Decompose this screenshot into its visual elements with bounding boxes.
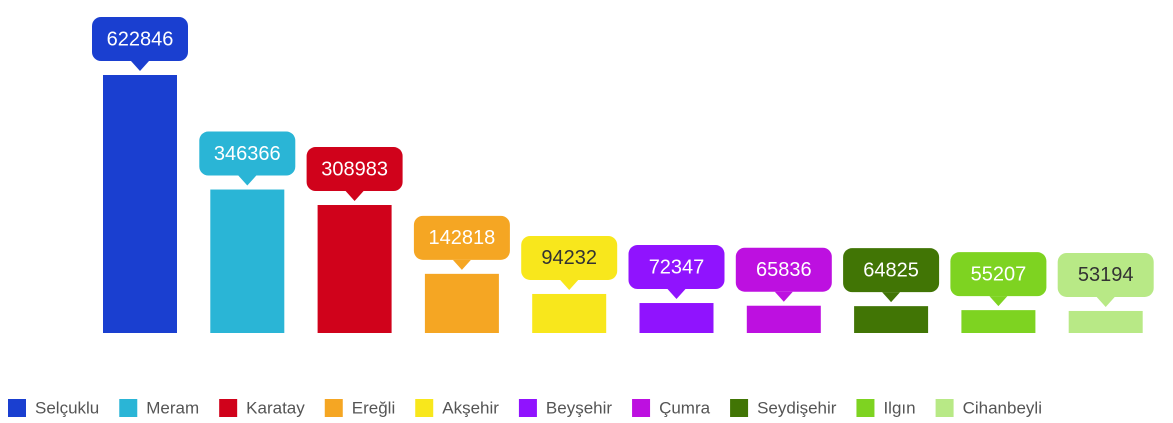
data-label: 53194 (1078, 264, 1134, 286)
label-pointer (774, 291, 793, 302)
legend-swatch (324, 399, 343, 417)
legend-swatch (935, 399, 954, 417)
legend-swatch (119, 399, 138, 417)
bar (746, 305, 821, 333)
legend-label: Meram (146, 398, 199, 417)
label-pointer (882, 292, 901, 303)
data-label: 65836 (756, 259, 812, 281)
legend-swatch (415, 399, 434, 417)
data-label: 346366 (214, 143, 281, 165)
legend-swatch (730, 399, 749, 417)
label-box (628, 245, 725, 290)
label-box (199, 131, 296, 176)
bar (210, 189, 285, 333)
legend-swatch (8, 399, 26, 417)
legend-swatch (856, 399, 875, 417)
data-label: 64825 (863, 259, 919, 281)
bar (532, 293, 607, 333)
label-box (1057, 252, 1154, 297)
label-box (306, 147, 403, 192)
legend-swatch (518, 399, 537, 417)
data-label: 72347 (649, 256, 705, 278)
label-box (413, 215, 510, 260)
label-pointer (667, 289, 686, 300)
bar (961, 310, 1036, 333)
label-pointer (560, 279, 579, 290)
label-pointer (989, 296, 1008, 307)
legend-label: Ilgın (883, 398, 915, 417)
legend-label: Beyşehir (546, 398, 612, 417)
legend-label: Karatay (246, 398, 305, 417)
legend-label: Ereğli (352, 398, 395, 417)
label-pointer (345, 191, 364, 202)
legend-swatch (219, 399, 238, 417)
label-pointer (1096, 296, 1115, 307)
legend-swatch (632, 399, 651, 417)
data-label: 94232 (541, 247, 597, 269)
label-box (843, 248, 940, 293)
label-box (735, 247, 832, 292)
label-box (950, 252, 1047, 297)
legend-label: Selçuklu (35, 398, 99, 417)
bar (103, 75, 177, 333)
data-label: 142818 (429, 227, 496, 249)
legend-label: Çumra (659, 398, 711, 417)
bar (317, 205, 392, 333)
label-pointer (131, 61, 149, 71)
bar (639, 303, 714, 333)
bar (1068, 310, 1143, 333)
label-pointer (238, 175, 257, 186)
legend-label: Cihanbeyli (963, 398, 1042, 417)
data-label: 308983 (321, 158, 388, 180)
data-label: 55207 (971, 263, 1027, 285)
bar (854, 306, 929, 333)
label-box (521, 235, 618, 280)
data-label: 622846 (107, 28, 174, 50)
label-pointer (452, 259, 471, 270)
bar (424, 273, 499, 333)
legend-label: Akşehir (442, 398, 499, 417)
legend-label: Seydişehir (757, 398, 837, 417)
label-box (92, 17, 188, 61)
